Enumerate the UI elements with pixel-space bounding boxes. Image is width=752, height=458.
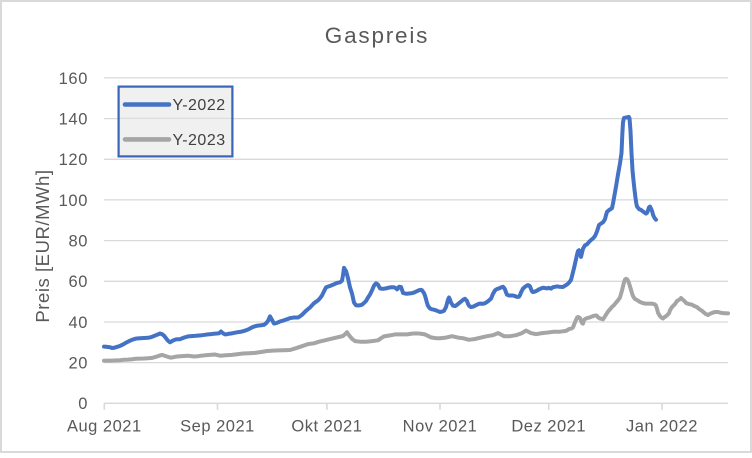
svg-text:0: 0 xyxy=(78,395,88,413)
svg-text:Y-2022: Y-2022 xyxy=(173,97,226,114)
svg-text:20: 20 xyxy=(68,355,88,373)
svg-text:Dez 2021: Dez 2021 xyxy=(511,418,586,436)
svg-text:Sep 2021: Sep 2021 xyxy=(180,418,255,436)
svg-text:40: 40 xyxy=(68,314,88,332)
svg-text:100: 100 xyxy=(59,192,88,210)
svg-text:Aug 2021: Aug 2021 xyxy=(67,418,142,436)
svg-text:Y-2023: Y-2023 xyxy=(173,132,226,149)
svg-text:120: 120 xyxy=(59,151,88,169)
svg-text:Gaspreis: Gaspreis xyxy=(325,23,429,48)
svg-text:140: 140 xyxy=(59,111,88,129)
svg-text:Okt 2021: Okt 2021 xyxy=(291,418,362,436)
svg-text:Jan 2022: Jan 2022 xyxy=(626,418,698,436)
svg-text:Preis [EUR/MWh]: Preis [EUR/MWh] xyxy=(32,169,53,322)
svg-text:60: 60 xyxy=(68,273,88,291)
svg-text:Nov 2021: Nov 2021 xyxy=(403,418,478,436)
svg-text:80: 80 xyxy=(68,233,88,251)
svg-text:160: 160 xyxy=(59,70,88,88)
